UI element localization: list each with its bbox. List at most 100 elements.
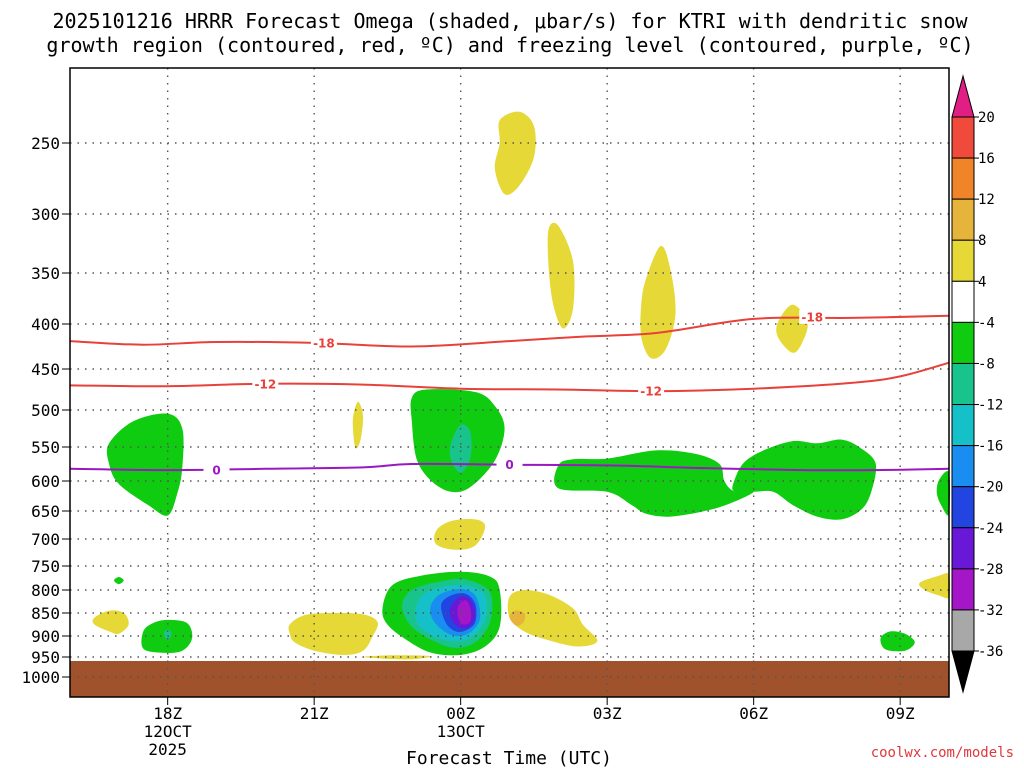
colorbar-swatch-8 — [951, 198, 975, 241]
colorbar-swatch--4 — [951, 280, 975, 323]
omega-pos-690 — [434, 519, 486, 550]
colorbar-label-8: 8 — [978, 233, 986, 249]
dgz-minus12-label-bg-0 — [252, 376, 279, 391]
omega-neg-850-7 — [457, 600, 472, 625]
omega-pos-890 — [288, 612, 379, 655]
y-tick-label-700: 700 — [31, 530, 60, 549]
omega-pos-790 — [918, 572, 951, 599]
colorbar-label--8: -8 — [978, 356, 995, 372]
colorbar-top-arrow — [951, 74, 975, 118]
omega-neg-570a — [106, 413, 184, 516]
colorbar-label-12: 12 — [978, 192, 995, 208]
omega-pos-370b — [640, 245, 676, 359]
y-tick-label-950: 950 — [31, 648, 60, 667]
omega-pos-250 — [494, 111, 536, 195]
chart-title-line-2: growth region (contoured, red, ºC) and f… — [46, 33, 973, 57]
ground-fill — [70, 661, 949, 697]
colorbar-swatch-4 — [951, 239, 975, 282]
colorbar-swatch--16 — [951, 404, 975, 447]
y-tick-label-450: 450 — [31, 360, 60, 379]
omega-neg-590d — [554, 450, 754, 517]
omega-pos-870a — [92, 610, 129, 635]
omega-neg-905b — [163, 629, 172, 641]
y-tick-label-400: 400 — [31, 315, 60, 334]
colorbar-swatch--8 — [951, 321, 975, 364]
x-tick-label-06Z: 06Z — [739, 704, 768, 723]
y-tick-label-550: 550 — [31, 438, 60, 457]
contour-layer: -18 -18 -12 -12 0 0 — [69, 309, 950, 478]
omega-neg-620f — [936, 470, 951, 516]
omega-pos-350a — [547, 222, 575, 329]
credit-link[interactable]: coolwx.com/models — [871, 745, 1014, 761]
y-tick-label-850: 850 — [31, 604, 60, 623]
y-tick-label-650: 650 — [31, 502, 60, 521]
colorbar: 20 16 12 8 4 -4 -8 -12 -16 -20 -24 -28 -32 -36 — [951, 74, 1003, 694]
colorbar-swatch-16 — [951, 116, 975, 159]
colorbar-swatch--12 — [951, 362, 975, 406]
colorbar-label--4: -4 — [978, 315, 995, 331]
x-tick-year-18Z: 2025 — [148, 740, 187, 759]
omega-neg-580e — [732, 439, 877, 520]
colorbar-label--36: -36 — [978, 644, 1003, 660]
x-tick-label-09Z: 09Z — [886, 704, 915, 723]
colorbar-swatch--36 — [951, 609, 975, 652]
dgz-minus18-label-1: -18 — [801, 310, 823, 324]
plot-frame — [69, 67, 950, 698]
y-tick-label-500: 500 — [31, 401, 60, 420]
x-axis-title: Forecast Time (UTC) — [406, 748, 612, 768]
dgz-minus12-line — [69, 361, 950, 393]
plot-area: -18 -18 -12 -12 0 0 — [69, 68, 951, 697]
y-tick-label-750: 750 — [31, 557, 60, 576]
y-tick-label-800: 800 — [31, 581, 60, 600]
dgz-minus18-label-bg-0 — [310, 335, 337, 350]
omega-pos-860b — [509, 610, 526, 626]
colorbar-swatch--32 — [951, 568, 975, 611]
x-tick-date-00Z: 13OCT — [437, 722, 486, 741]
colorbar-label-20: 20 — [978, 110, 995, 126]
dgz-minus18-line — [69, 314, 950, 348]
y-tick-label-250: 250 — [31, 134, 60, 153]
omega-pos-950 — [362, 655, 432, 660]
x-tick-label-21Z: 21Z — [300, 704, 329, 723]
colorbar-label--20: -20 — [978, 480, 1003, 496]
colorbar-label--16: -16 — [978, 439, 1003, 455]
dgz-minus12-label-0: -12 — [254, 377, 276, 391]
dgz-minus18-label-bg-1 — [799, 309, 826, 324]
x-tick-date-18Z: 12OCT — [144, 722, 193, 741]
omega-neg-550c — [449, 424, 472, 473]
colorbar-label--32: -32 — [978, 603, 1003, 619]
colorbar-swatch--24 — [951, 486, 975, 529]
omega-neg-780a — [114, 577, 124, 585]
chart-title-line-1: 2025101216 HRRR Forecast Omega (shaded, … — [52, 9, 968, 33]
omega-shading-layer — [92, 111, 951, 660]
colorbar-label--24: -24 — [978, 521, 1003, 537]
colorbar-label--28: -28 — [978, 562, 1003, 578]
colorbar-swatch--28 — [951, 527, 975, 570]
colorbar-label-4: 4 — [978, 274, 986, 290]
y-tick-label-300: 300 — [31, 205, 60, 224]
dgz-minus18-label-0: -18 — [313, 336, 335, 350]
y-axis: 250 300 350 400 450 500 550 600 650 700 750 800 850 9… — [21, 134, 70, 687]
colorbar-swatch-12 — [951, 157, 975, 200]
freezing-0c-label-1: 0 — [505, 458, 513, 472]
y-tick-label-600: 600 — [31, 472, 60, 491]
colorbar-label-16: 16 — [978, 151, 995, 167]
dgz-minus12-label-bg-1 — [638, 384, 665, 399]
omega-pos-860 — [507, 589, 598, 647]
colorbar-bottom-arrow — [951, 650, 975, 694]
omega-neg-900 — [880, 631, 915, 652]
freezing-0c-label-bg-0 — [203, 463, 230, 478]
dgz-minus12-label-1: -12 — [640, 385, 662, 399]
y-tick-label-900: 900 — [31, 627, 60, 646]
x-tick-label-03Z: 03Z — [593, 704, 622, 723]
y-tick-label-1000: 1000 — [21, 668, 60, 687]
omega-pos-520 — [352, 401, 364, 449]
colorbar-swatch--20 — [951, 445, 975, 488]
ground-layer — [70, 661, 949, 697]
freezing-0c-label-bg-1 — [496, 457, 523, 472]
x-tick-label-00Z: 00Z — [446, 704, 475, 723]
freezing-0c-label-0: 0 — [212, 464, 220, 478]
x-tick-label-18Z: 18Z — [153, 704, 182, 723]
